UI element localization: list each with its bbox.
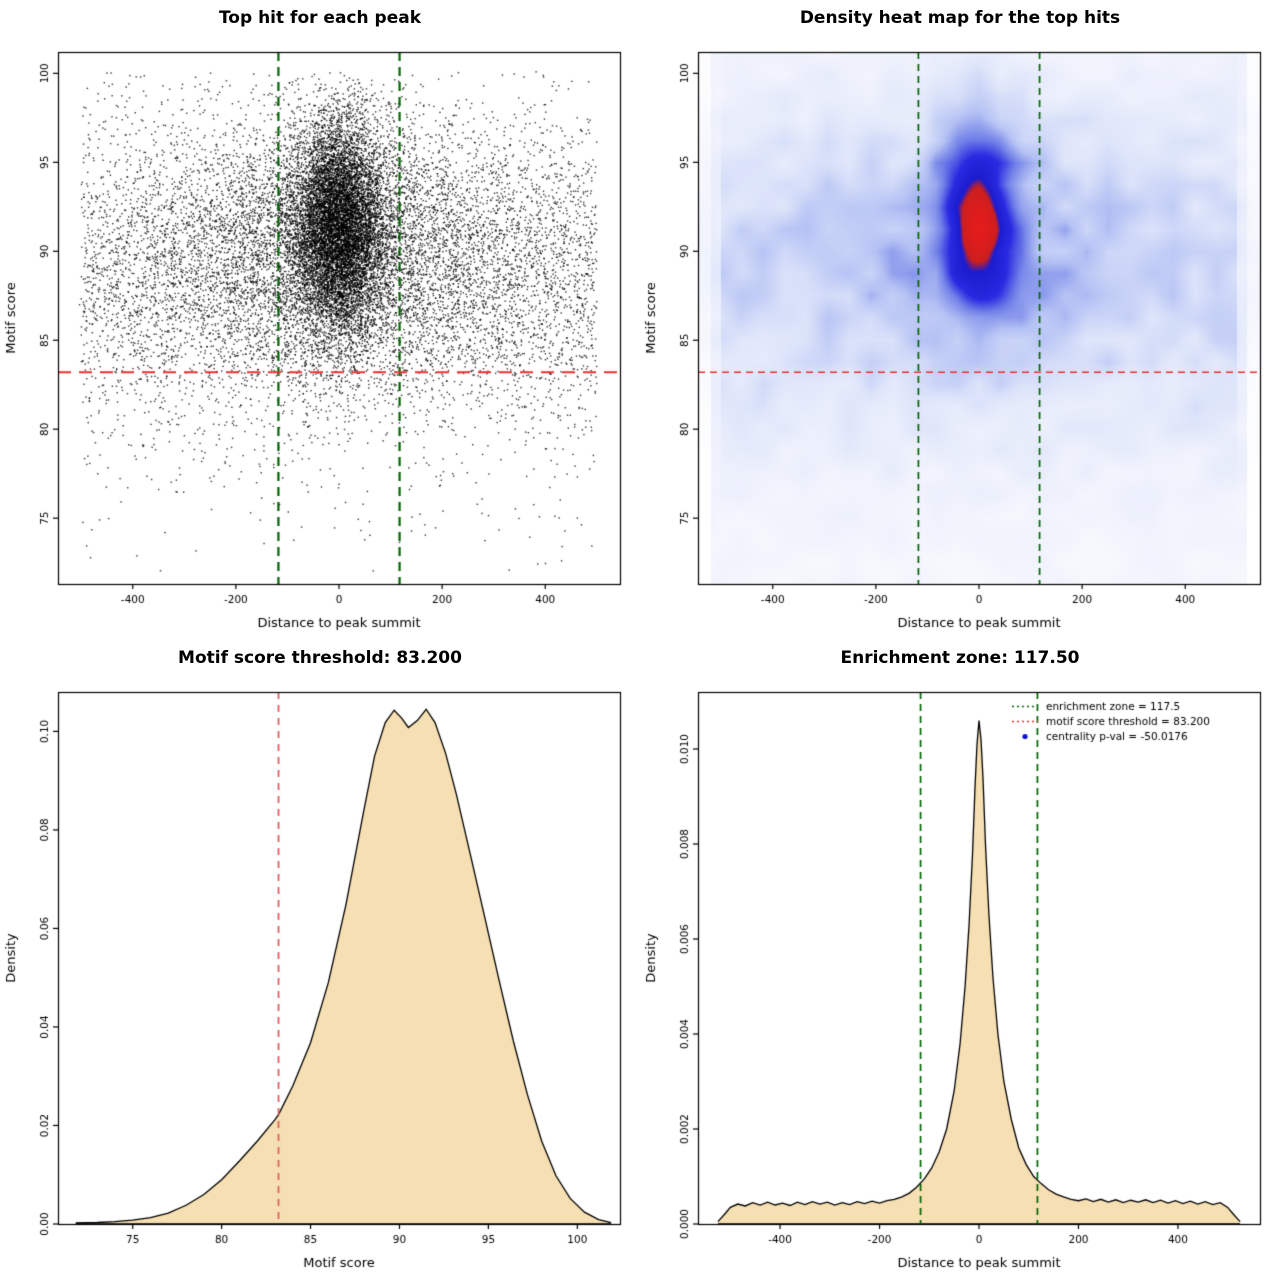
panel-top-hit-scatter: Top hit for each peak	[0, 0, 640, 640]
panel-motif-score-density: Motif score threshold: 83.200	[0, 640, 640, 1280]
panel-density-heatmap: Density heat map for the top hits	[640, 0, 1280, 640]
heatmap-plot-canvas	[640, 42, 1280, 640]
chart-title-score-threshold: Motif score threshold: 83.200	[178, 648, 462, 668]
scatter-plot-canvas	[0, 42, 640, 640]
distance-density-plot-canvas	[640, 682, 1280, 1280]
chart-title-heatmap: Density heat map for the top hits	[799, 8, 1121, 28]
score-density-plot-canvas	[0, 682, 640, 1280]
panel-enrichment-zone-density: Enrichment zone: 117.50	[640, 640, 1280, 1280]
chart-title-enrichment-zone: Enrichment zone: 117.50	[840, 648, 1080, 668]
chart-title-scatter: Top hit for each peak	[218, 8, 422, 28]
